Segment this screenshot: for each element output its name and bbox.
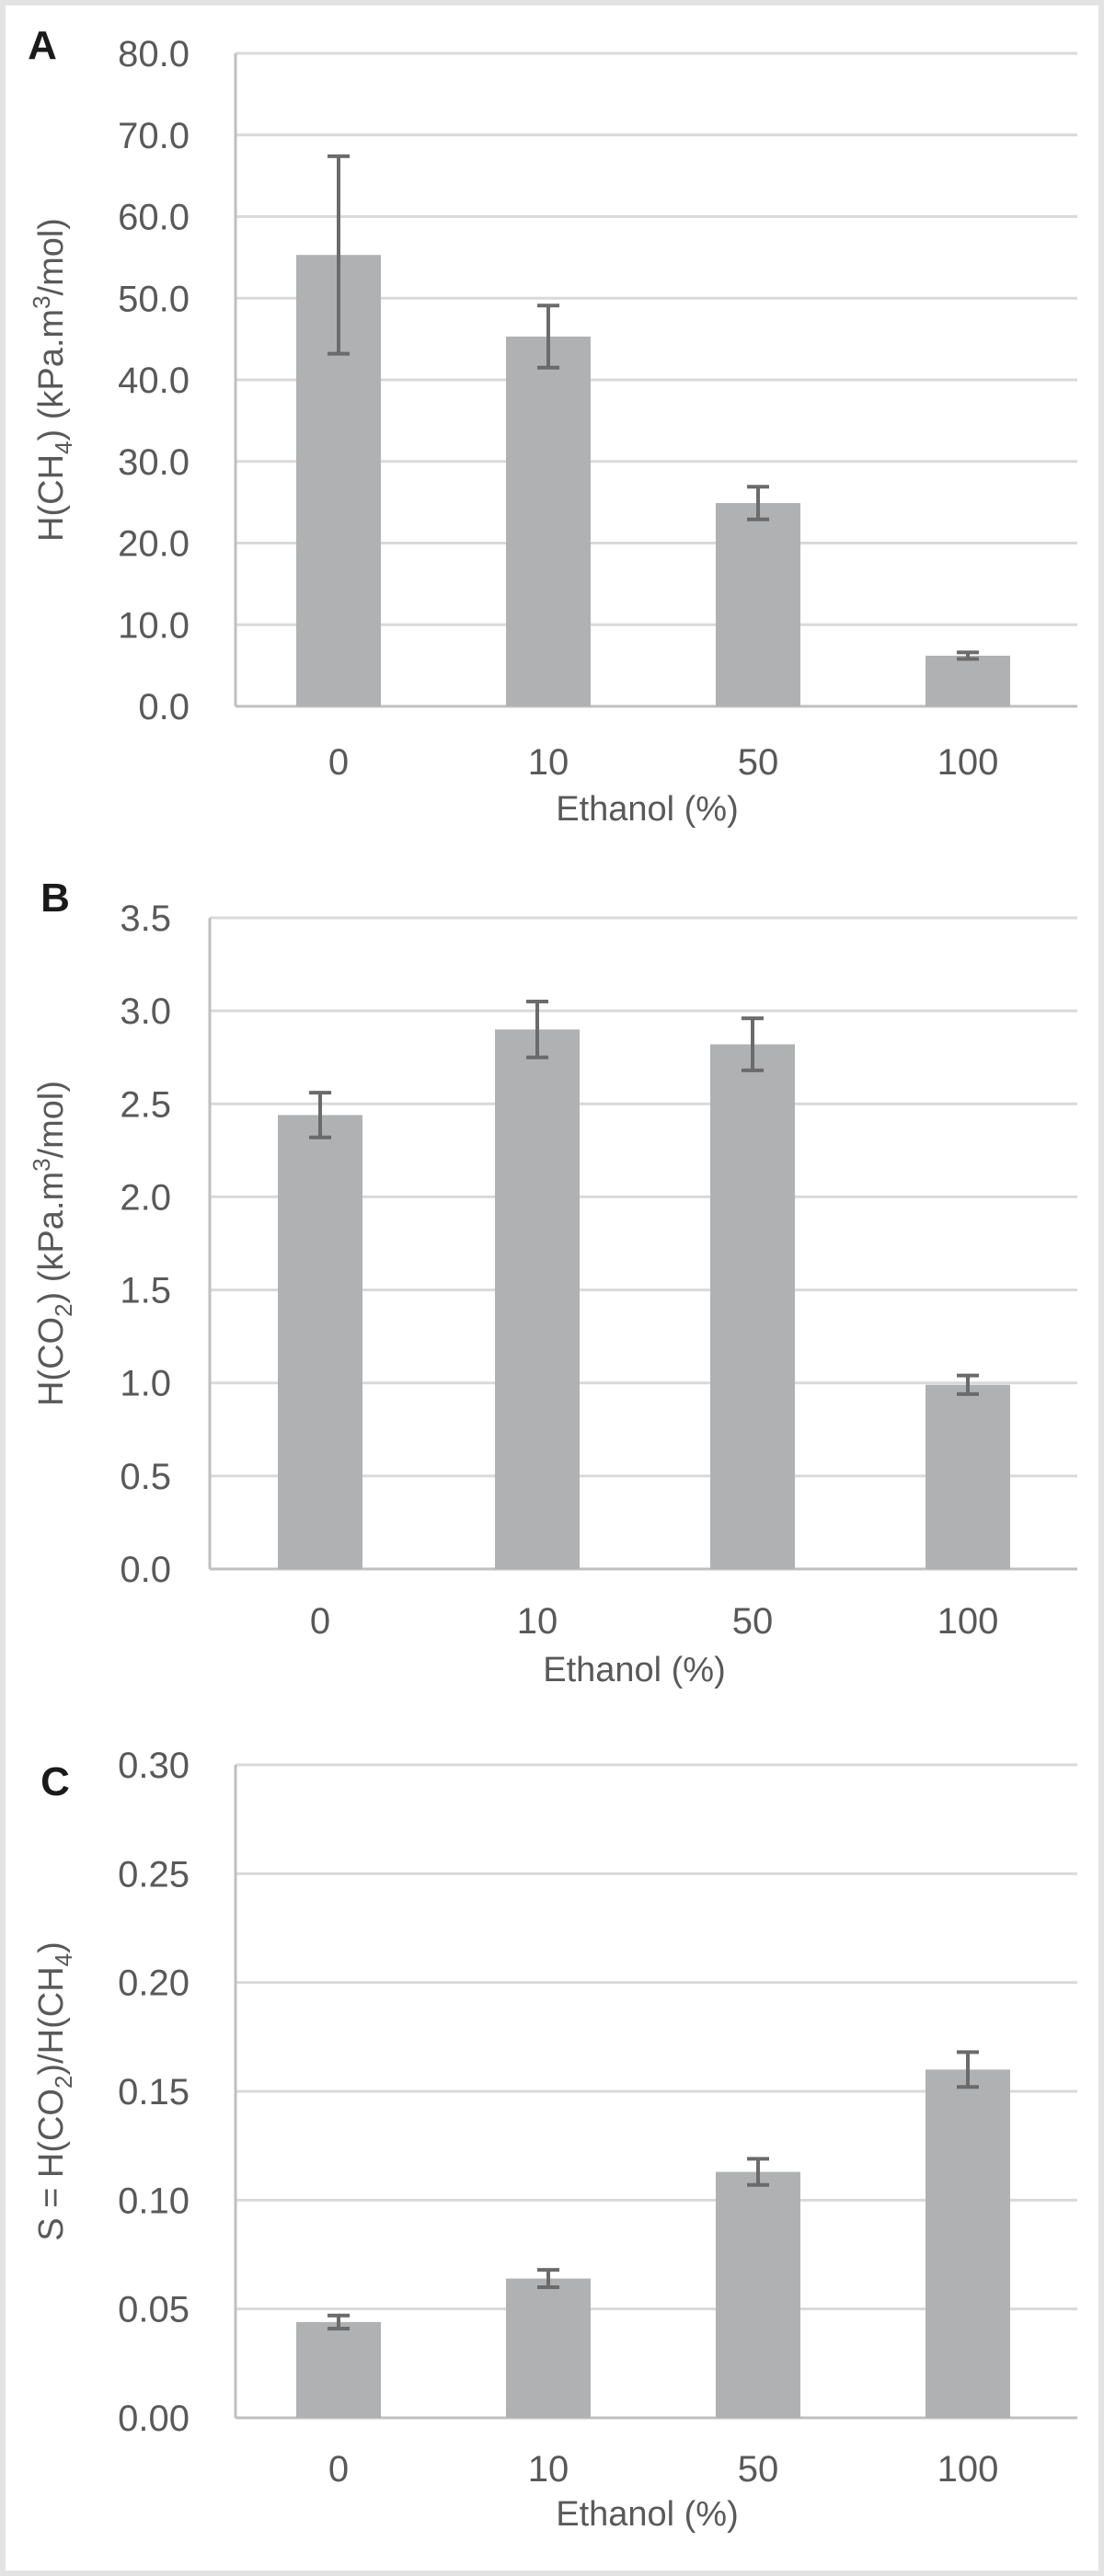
panel-a-label: A	[28, 23, 57, 68]
panel-a-xtick-label: 50	[738, 742, 779, 783]
panel-a-bar	[926, 655, 1010, 706]
panel-a-y-axis-title: H(CH4) (kPa.m3/mol)	[28, 218, 77, 542]
panel-b-x-axis-title: Ethanol (%)	[543, 1651, 726, 1689]
panel-c-bar	[716, 2171, 800, 2418]
panel-c-bar	[926, 2069, 1010, 2418]
panel-a-xtick-label: 0	[328, 742, 349, 783]
panel-c-x-axis-title: Ethanol (%)	[556, 2495, 739, 2534]
panel-c-bar	[506, 2278, 591, 2418]
panel-b-xtick-label: 0	[310, 1601, 330, 1642]
panel-a-bar	[506, 336, 591, 706]
panel-b-ytick-label: 0.5	[120, 1457, 171, 1497]
panel-c-xtick-label: 100	[937, 2449, 999, 2490]
panel-b-xtick-label: 100	[937, 1601, 999, 1642]
panel-a-x-axis-title: Ethanol (%)	[556, 790, 739, 829]
panel-b-bar	[926, 1384, 1010, 1569]
panel-c-xtick-label: 0	[328, 2449, 349, 2490]
chart-figure: A 0.0 10.0 20.0 30.0 40.0 50.0 60.0 70.0 80.0 0 10 5…	[28, 23, 1077, 2534]
panel-c-xtick-label: 10	[528, 2449, 569, 2490]
panel-a-ytick-label: 50.0	[118, 279, 190, 319]
panel-c-ytick-label: 0.25	[118, 1854, 190, 1895]
panel-a-ytick-label: 80.0	[118, 34, 190, 74]
panel-a-xtick-label: 100	[937, 742, 999, 783]
panel-a-xtick-label: 10	[528, 742, 569, 783]
panel-a-ytick-label: 10.0	[118, 605, 190, 646]
panel-b-ytick-label: 1.0	[120, 1364, 171, 1404]
panel-b-bar	[710, 1044, 795, 1569]
panel-b-ytick-label: 3.5	[120, 899, 171, 939]
panel-c-xtick-label: 50	[738, 2449, 779, 2490]
panel-b-y-axis-title: H(CO2) (kPa.m3/mol)	[28, 1081, 77, 1406]
panel-a-ytick-label: 30.0	[118, 442, 190, 483]
panel-a-ytick-label: 60.0	[118, 198, 190, 238]
panel-b-xtick-label: 50	[732, 1601, 774, 1642]
panel-b-bar	[495, 1029, 580, 1569]
panel-b-ytick-label: 2.5	[120, 1084, 171, 1125]
panel-b-label: B	[40, 876, 70, 921]
panel-b-xtick-label: 10	[517, 1601, 558, 1642]
panel-c-ytick-label: 0.20	[118, 1963, 190, 2004]
panel-a-ytick-label: 0.0	[138, 687, 190, 727]
panel-c-ytick-label: 0.00	[118, 2399, 190, 2439]
panel-c-y-axis-title: S = H(CO2)/H(CH4)	[32, 1941, 77, 2241]
panel-c-ytick-label: 0.15	[118, 2072, 190, 2112]
figure: A 0.0 10.0 20.0 30.0 40.0 50.0 60.0 70.0 80.0 0 10 5…	[6, 6, 1098, 2570]
panel-a-ytick-label: 40.0	[118, 361, 190, 401]
panel-c-bar	[296, 2321, 381, 2418]
panel-b-ytick-label: 2.0	[120, 1177, 171, 1218]
panel-c-label: C	[40, 1759, 70, 1804]
panel-c-ytick-label: 0.05	[118, 2290, 190, 2330]
panel-b-ytick-label: 0.0	[120, 1550, 171, 1590]
panel-a-bar	[716, 503, 800, 706]
panel-a-ytick-label: 20.0	[118, 524, 190, 565]
panel-b-bar	[278, 1115, 362, 1569]
panel-b-ytick-label: 3.0	[120, 991, 171, 1032]
panel-b-ytick-label: 1.5	[120, 1271, 171, 1311]
panel-a-ytick-label: 70.0	[118, 116, 190, 156]
panel-c-ytick-label: 0.30	[118, 1746, 190, 1786]
panel-c-ytick-label: 0.10	[118, 2181, 190, 2221]
